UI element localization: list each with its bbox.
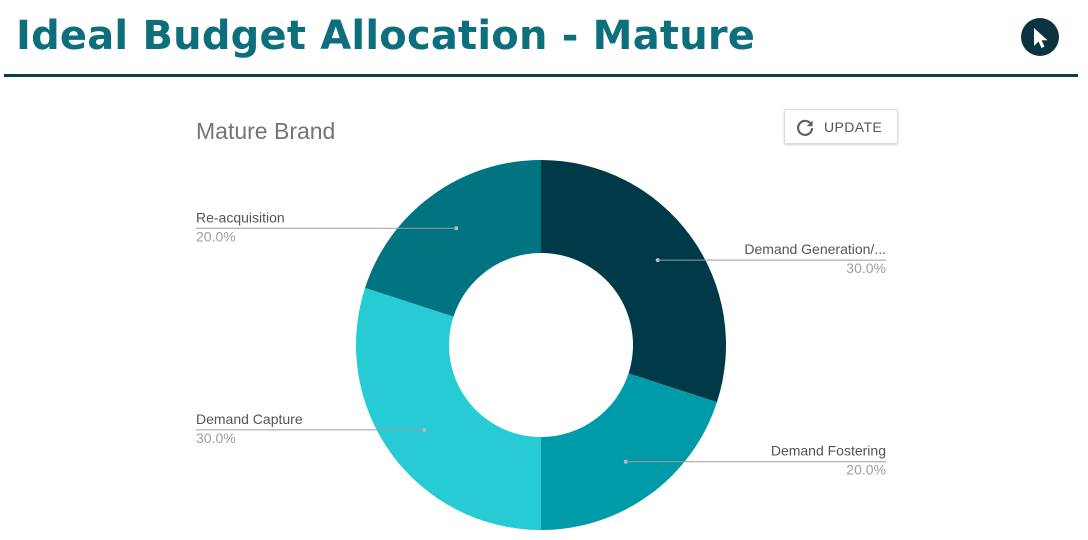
slice-percent-re-acquisition: 20.0% [196,228,236,244]
slice-label-demand-capture: Demand Capture [196,411,303,427]
slice-re-acquisition[interactable] [365,160,541,317]
slice-label-demand-fostering: Demand Fostering [771,443,886,459]
slice-label-demand-generation: Demand Generation/... [744,241,886,257]
page-title: Ideal Budget Allocation - Mature [16,13,756,59]
slice-percent-demand-fostering: 20.0% [846,462,886,478]
cursor-arrow-icon[interactable] [1021,18,1059,56]
refresh-icon [795,118,815,143]
donut-slices [356,160,726,530]
slice-percent-demand-capture: 30.0% [196,430,236,446]
slice-demand-generation[interactable] [541,160,726,403]
slice-label-re-acquisition: Re-acquisition [196,209,285,225]
update-button-label: UPDATE [824,119,883,135]
update-button[interactable]: UPDATE [784,109,898,144]
slice-demand-fostering[interactable] [541,373,717,530]
slice-labels: Demand Generation/... 30.0% Demand Fosteri… [196,209,886,478]
slice-percent-demand-generation: 30.0% [846,260,886,276]
title-divider [4,74,1078,77]
slice-demand-capture[interactable] [356,287,541,530]
chart-title: Mature Brand [196,118,336,144]
